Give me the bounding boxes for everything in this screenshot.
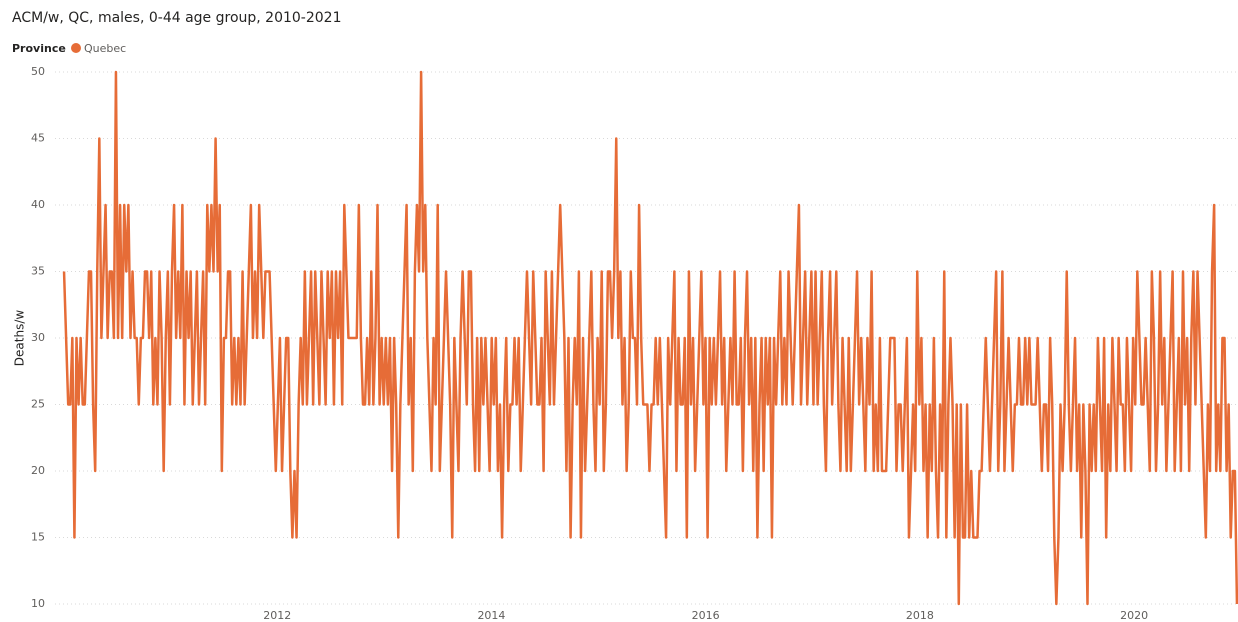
- y-tick-label: 25: [31, 398, 45, 411]
- x-tick-label: 2012: [263, 609, 291, 622]
- y-tick-label: 10: [31, 597, 45, 610]
- x-tick-label: 2016: [692, 609, 720, 622]
- y-tick-label: 35: [31, 265, 45, 278]
- y-tick-label: 30: [31, 331, 45, 344]
- x-tick-label: 2020: [1120, 609, 1148, 622]
- legend-label: Quebec: [84, 42, 126, 55]
- y-tick-label: 45: [31, 132, 45, 145]
- legend: Quebec: [71, 42, 126, 55]
- y-axis-label: Deaths/w: [13, 310, 27, 367]
- y-tick-label: 20: [31, 464, 45, 477]
- y-tick-label: 15: [31, 531, 45, 544]
- legend-marker: [71, 43, 81, 53]
- data-line: [62, 70, 1238, 606]
- chart-title: ACM/w, QC, males, 0-44 age group, 2010-2…: [12, 10, 342, 26]
- y-tick-label: 50: [31, 65, 45, 78]
- legend-title: Province: [12, 42, 66, 55]
- y-tick-label: 40: [31, 198, 45, 211]
- x-tick-label: 2018: [906, 609, 934, 622]
- x-tick-label: 2014: [477, 609, 505, 622]
